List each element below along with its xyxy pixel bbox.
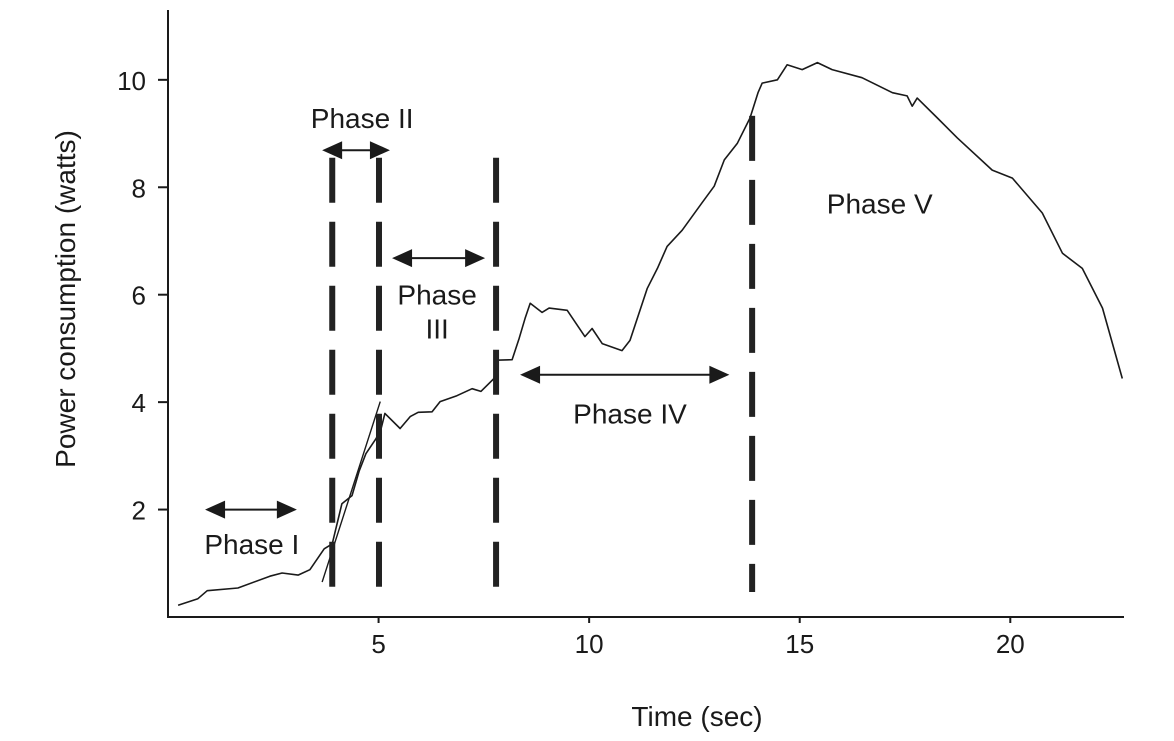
arrowhead-icon xyxy=(392,249,413,268)
y-tick-label: 10 xyxy=(117,66,146,96)
x-tick-label: 10 xyxy=(575,629,604,659)
x-tick-label: 15 xyxy=(785,629,814,659)
axes xyxy=(167,10,1124,618)
y-tick-label: 6 xyxy=(132,281,146,311)
phase-label: Phase III xyxy=(397,280,476,345)
ticks: 2 4 6 8 10 5 10 15 20 xyxy=(117,66,1025,659)
arrowhead-icon xyxy=(369,141,390,160)
annotations: Phase I Phase II Phase III Phase IV Phase V xyxy=(204,103,933,560)
y-tick-label: 8 xyxy=(132,173,146,203)
phase-label: Phase IV xyxy=(573,398,687,429)
arrowhead-icon xyxy=(520,365,541,384)
phase-label: Phase I xyxy=(204,529,299,560)
arrowhead-icon xyxy=(709,365,730,384)
y-axis-label: Power consumption (watts) xyxy=(50,130,81,468)
x-axis-label: Time (sec) xyxy=(631,701,762,732)
power-series-line xyxy=(177,61,1124,606)
arrowhead-icon xyxy=(205,500,226,519)
phase-label: Phase II xyxy=(311,103,414,134)
y-tick-label: 4 xyxy=(132,388,146,418)
phase-label: Phase V xyxy=(827,188,933,219)
x-tick-label: 20 xyxy=(996,629,1025,659)
marks xyxy=(177,61,1124,606)
arrowhead-icon xyxy=(465,249,486,268)
arrowhead-icon xyxy=(276,500,297,519)
arrowhead-icon xyxy=(322,141,343,160)
x-tick-label: 5 xyxy=(371,629,385,659)
y-tick-label: 2 xyxy=(132,496,146,526)
